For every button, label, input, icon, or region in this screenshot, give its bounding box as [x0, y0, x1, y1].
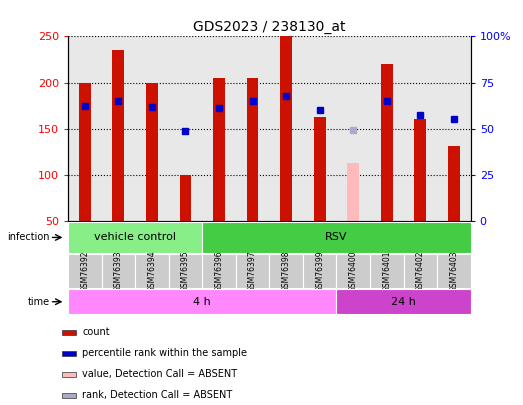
Text: rank, Detection Call = ABSENT: rank, Detection Call = ABSENT	[82, 390, 233, 400]
Bar	[303, 254, 336, 288]
Bar	[370, 254, 404, 288]
Bar	[347, 163, 359, 221]
Text: vehicle control: vehicle control	[94, 232, 176, 243]
Bar	[68, 254, 101, 288]
Bar	[415, 119, 426, 221]
Text: percentile rank within the sample: percentile rank within the sample	[82, 348, 247, 358]
Bar	[448, 146, 460, 221]
Text: count: count	[82, 327, 110, 337]
Bar	[62, 330, 76, 335]
Bar	[68, 289, 336, 314]
Text: GSM76393: GSM76393	[114, 250, 123, 292]
Bar	[213, 78, 225, 221]
Text: GSM76396: GSM76396	[214, 250, 223, 292]
Title: GDS2023 / 238130_at: GDS2023 / 238130_at	[193, 20, 346, 34]
Bar	[269, 254, 303, 288]
Bar	[404, 254, 437, 288]
Bar	[62, 393, 76, 398]
Text: GSM76401: GSM76401	[382, 250, 391, 292]
Bar	[101, 254, 135, 288]
Bar	[336, 254, 370, 288]
Text: 4 h: 4 h	[194, 297, 211, 307]
Text: GSM76400: GSM76400	[349, 250, 358, 292]
Text: GSM76397: GSM76397	[248, 250, 257, 292]
Text: GSM76399: GSM76399	[315, 250, 324, 292]
Bar	[168, 254, 202, 288]
Text: GSM76403: GSM76403	[449, 250, 459, 292]
Bar	[62, 351, 76, 356]
Text: GSM76402: GSM76402	[416, 250, 425, 292]
Bar	[112, 50, 124, 221]
Text: time: time	[28, 297, 50, 307]
Text: infection: infection	[7, 232, 50, 243]
Bar	[202, 222, 471, 253]
Bar	[68, 222, 202, 253]
Bar	[336, 289, 471, 314]
Bar	[381, 64, 393, 221]
Bar	[247, 78, 258, 221]
Bar	[62, 372, 76, 377]
Text: value, Detection Call = ABSENT: value, Detection Call = ABSENT	[82, 369, 237, 379]
Text: GSM76392: GSM76392	[80, 250, 89, 292]
Bar	[179, 175, 191, 221]
Bar	[79, 83, 90, 221]
Text: GSM76395: GSM76395	[181, 250, 190, 292]
Bar	[146, 83, 158, 221]
Text: RSV: RSV	[325, 232, 348, 243]
Bar	[202, 254, 236, 288]
Text: 24 h: 24 h	[391, 297, 416, 307]
Bar	[135, 254, 168, 288]
Bar	[280, 36, 292, 221]
Bar	[314, 117, 325, 221]
Text: GSM76398: GSM76398	[281, 250, 291, 292]
Text: GSM76394: GSM76394	[147, 250, 156, 292]
Bar	[437, 254, 471, 288]
Bar	[236, 254, 269, 288]
